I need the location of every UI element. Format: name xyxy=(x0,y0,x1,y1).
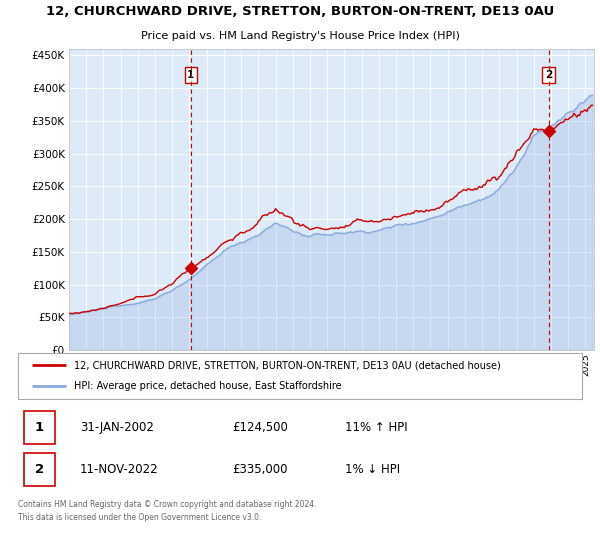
FancyBboxPatch shape xyxy=(23,412,55,444)
Text: 12, CHURCHWARD DRIVE, STRETTON, BURTON-ON-TRENT, DE13 0AU: 12, CHURCHWARD DRIVE, STRETTON, BURTON-O… xyxy=(46,5,554,18)
Text: £335,000: £335,000 xyxy=(232,463,288,476)
Text: 11% ↑ HPI: 11% ↑ HPI xyxy=(345,421,408,435)
Text: 2: 2 xyxy=(35,463,44,476)
Text: 1% ↓ HPI: 1% ↓ HPI xyxy=(345,463,400,476)
Text: 11-NOV-2022: 11-NOV-2022 xyxy=(80,463,158,476)
Text: HPI: Average price, detached house, East Staffordshire: HPI: Average price, detached house, East… xyxy=(74,381,342,391)
Text: Price paid vs. HM Land Registry's House Price Index (HPI): Price paid vs. HM Land Registry's House … xyxy=(140,31,460,41)
Text: 1: 1 xyxy=(187,70,194,80)
Text: 2: 2 xyxy=(545,70,552,80)
Text: 31-JAN-2002: 31-JAN-2002 xyxy=(80,421,154,435)
FancyBboxPatch shape xyxy=(23,453,55,486)
Text: £124,500: £124,500 xyxy=(232,421,288,435)
FancyBboxPatch shape xyxy=(18,353,582,399)
Text: Contains HM Land Registry data © Crown copyright and database right 2024.
This d: Contains HM Land Registry data © Crown c… xyxy=(18,501,317,522)
Text: 1: 1 xyxy=(35,421,44,435)
Text: 12, CHURCHWARD DRIVE, STRETTON, BURTON-ON-TRENT, DE13 0AU (detached house): 12, CHURCHWARD DRIVE, STRETTON, BURTON-O… xyxy=(74,360,501,370)
